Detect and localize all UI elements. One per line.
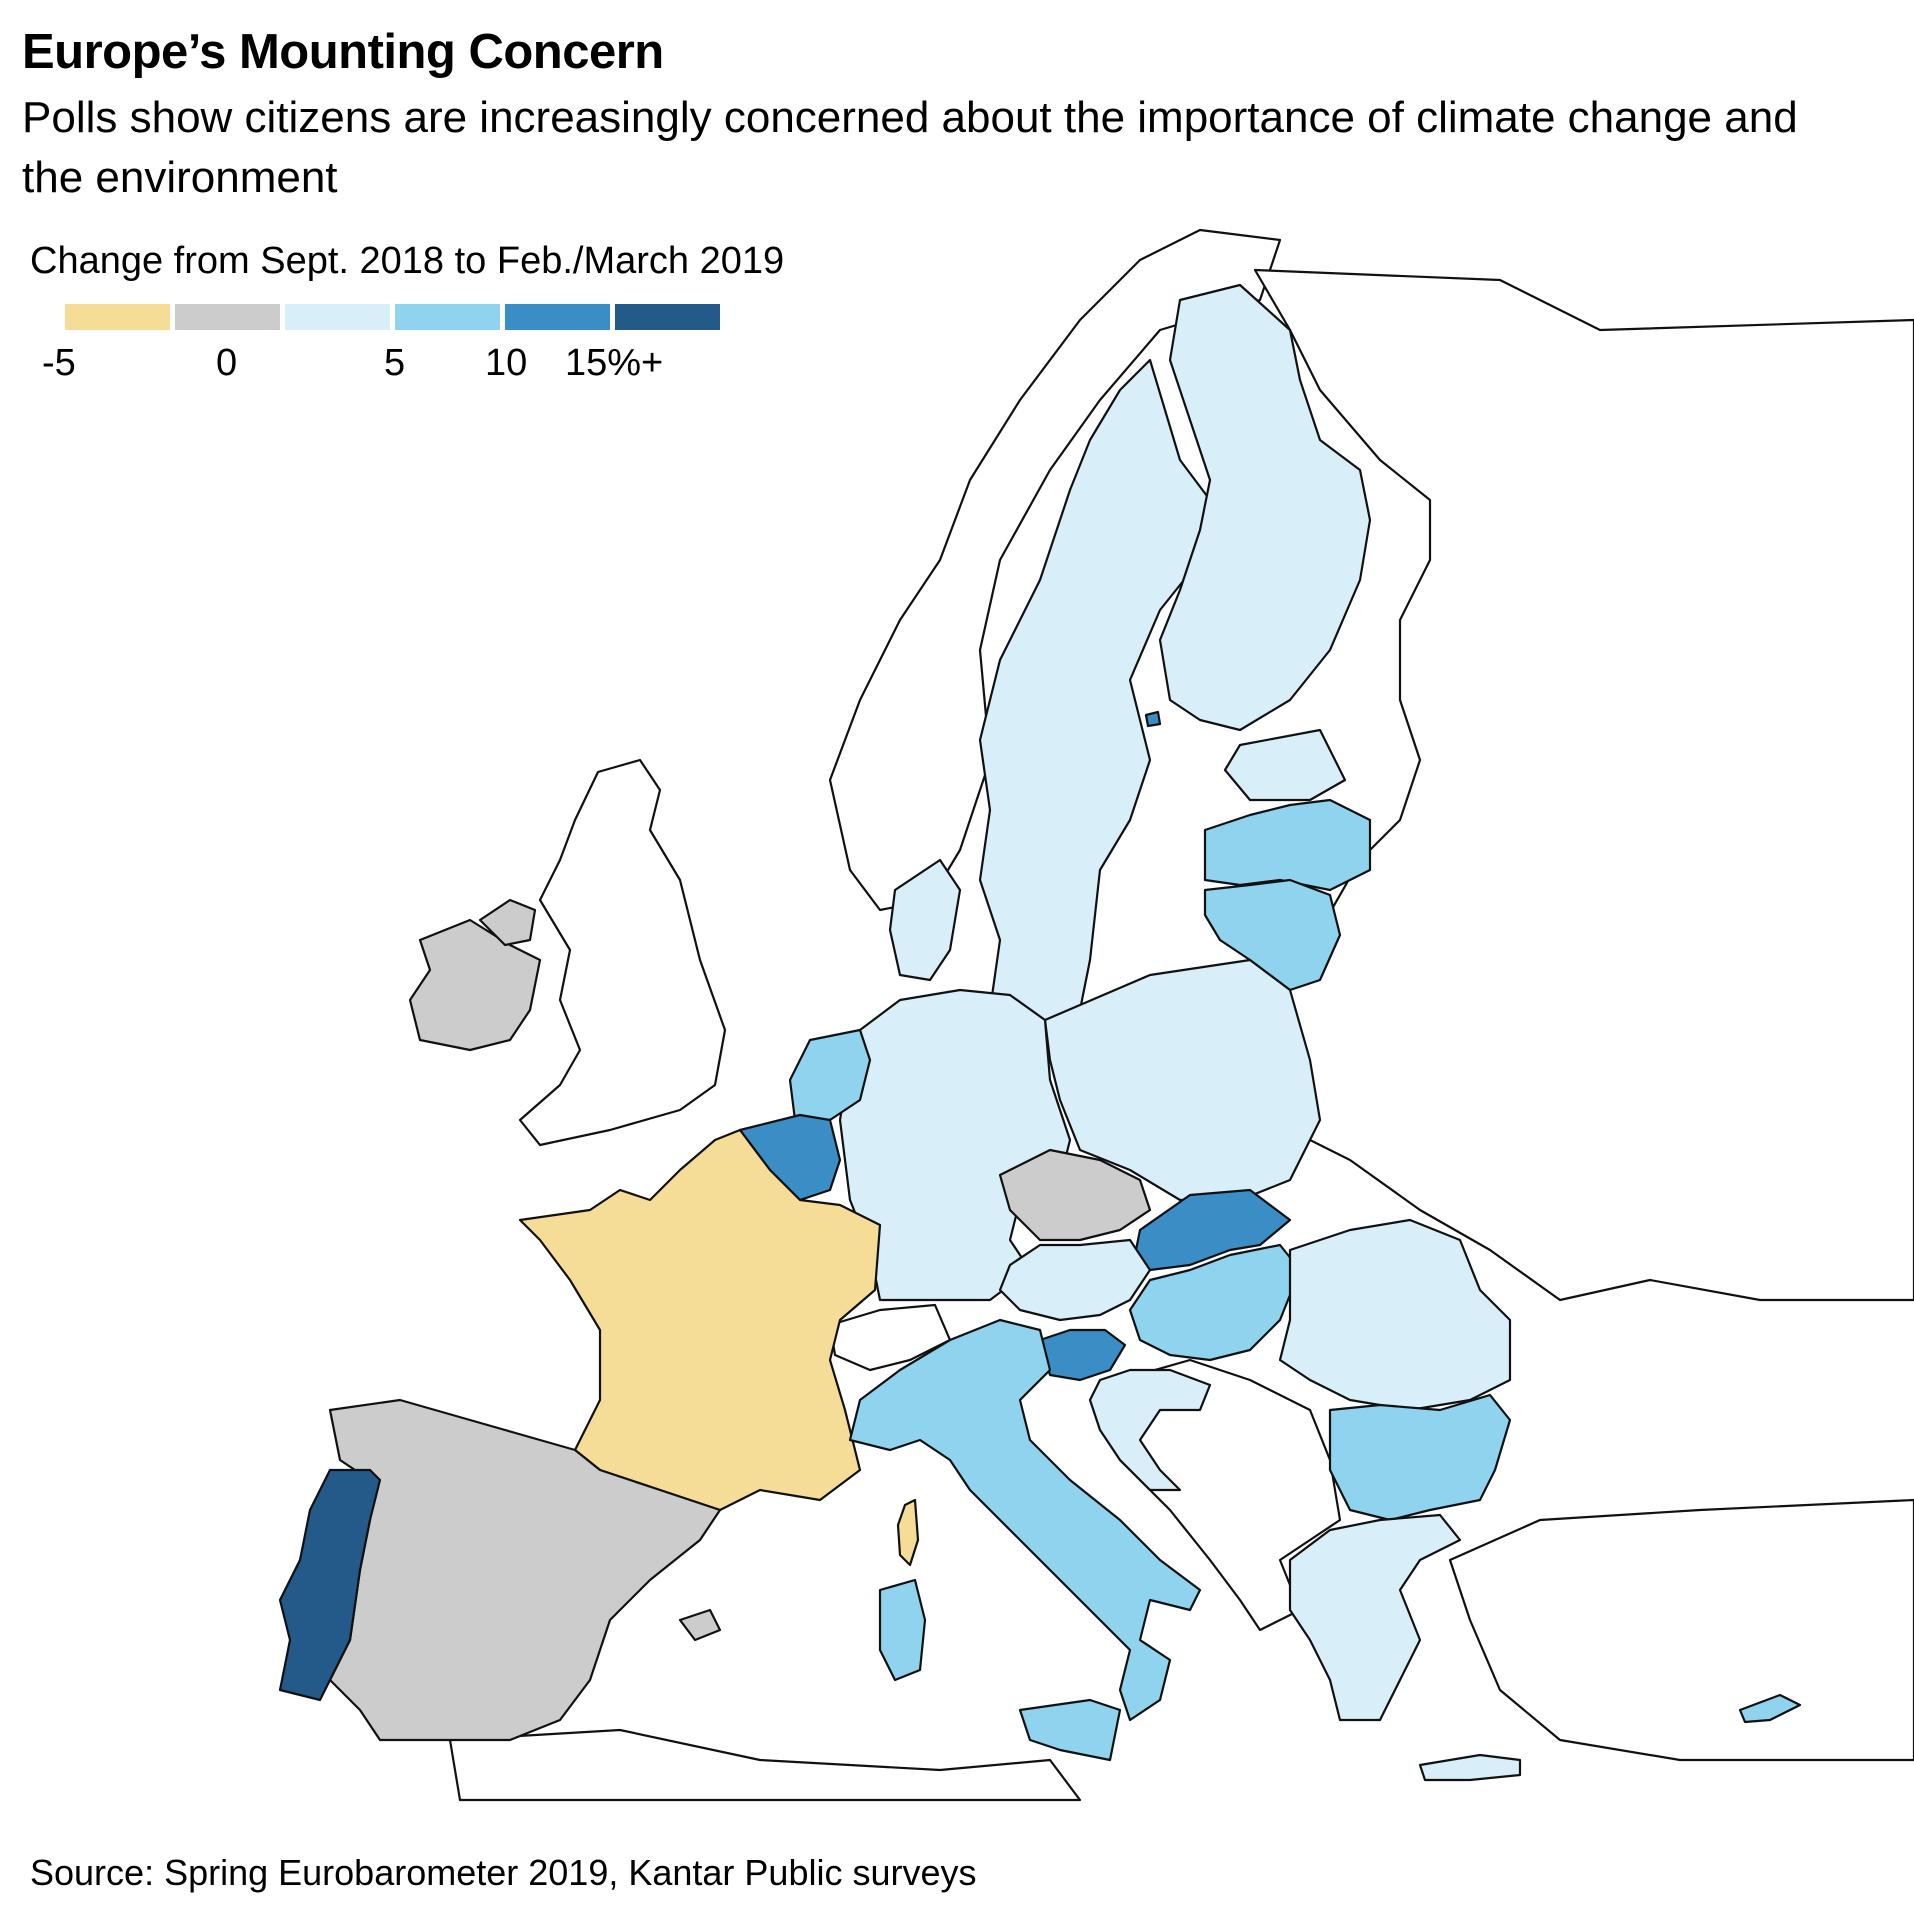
country-bulgaria: [1328, 1393, 1512, 1522]
legend-swatch-0: [175, 304, 280, 330]
country-czechia: [998, 1148, 1152, 1242]
country-italy: [848, 1318, 1202, 1722]
legend-label-10: 10: [485, 342, 528, 384]
country-poland: [1043, 958, 1322, 1202]
country-corsica: [896, 1498, 920, 1567]
legend-title: Change from Sept. 2018 to Feb./March 201…: [30, 240, 785, 282]
legend-label-0: 0: [216, 342, 238, 384]
country-north-africa: [448, 1728, 1082, 1802]
country-denmark: [888, 858, 962, 982]
country-croatia: [1088, 1368, 1212, 1492]
legend-swatch-0-5: [285, 304, 390, 330]
country-latvia: [1203, 798, 1372, 892]
country-sicily: [1018, 1698, 1122, 1762]
legend-color-scale: [65, 304, 720, 330]
legend-label-minus5: -5: [42, 342, 76, 384]
source-note: Source: Spring Eurobarometer 2019, Kanta…: [30, 1852, 977, 1893]
legend-label-15plus: 15%+: [565, 342, 664, 384]
country-balearics: [678, 1608, 722, 1642]
country-aland: [1144, 710, 1162, 728]
country-romania: [1278, 1218, 1512, 1412]
country-slovenia: [1038, 1328, 1127, 1382]
legend-swatch-minus5-0: [65, 304, 170, 330]
country-germany: [838, 988, 1072, 1302]
country-crete: [1418, 1753, 1522, 1782]
legend-swatch-5-10: [395, 304, 500, 330]
country-sardinia: [878, 1578, 927, 1682]
chart-title: Europe’s Mounting Concern: [22, 25, 664, 79]
country-austria: [998, 1238, 1152, 1322]
legend-swatch-15-plus: [615, 304, 720, 330]
country-finland: [1158, 283, 1372, 732]
country-netherlands: [788, 1028, 872, 1122]
legend-label-5: 5: [384, 342, 406, 384]
country-switzerland: [828, 1303, 952, 1372]
chart-subtitle: Polls show citizens are increasingly con…: [22, 93, 1798, 202]
country-turkey: [1448, 1498, 1914, 1762]
country-northern-ireland: [478, 898, 537, 947]
country-great-britain: [518, 758, 727, 1147]
country-lithuania: [1203, 878, 1342, 992]
country-greece: [1288, 1513, 1462, 1722]
country-hungary: [1128, 1243, 1302, 1362]
country-cyprus: [1738, 1693, 1802, 1724]
country-estonia: [1223, 728, 1347, 802]
legend-swatch-10-15: [505, 304, 610, 330]
country-portugal: [278, 1468, 382, 1702]
